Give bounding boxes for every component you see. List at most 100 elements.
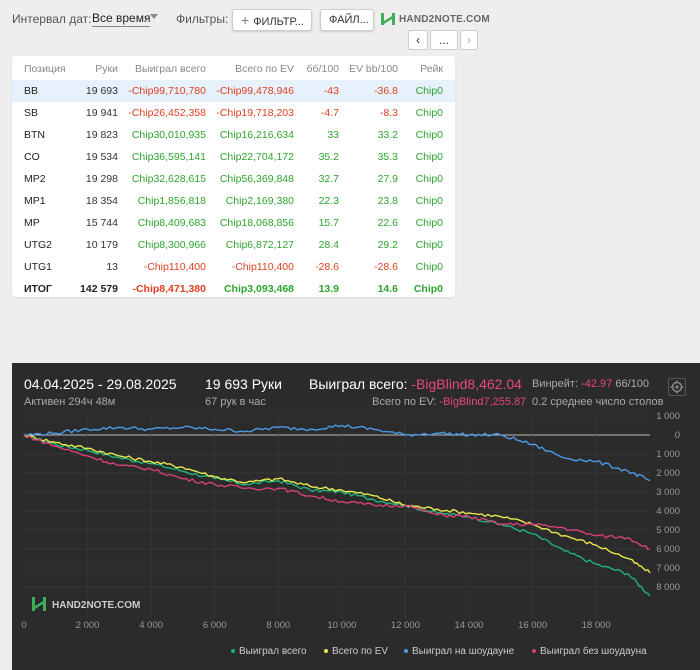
cell-position: MP1: [24, 195, 46, 207]
cell-position: MP2: [24, 173, 46, 185]
cell-rake: Chip0: [415, 239, 443, 251]
header-hands[interactable]: Руки: [95, 63, 118, 75]
table-row[interactable]: MP 15 744 Chip8,409,683 Chip18,068,856 15.7 2…: [12, 212, 455, 234]
table-row[interactable]: BTN 19 823 Chip30,010,935 Chip16,216,634 33 3…: [12, 124, 455, 146]
header-ev-bb100[interactable]: EV bb/100: [348, 63, 398, 75]
cell-bb100: 28.4: [318, 239, 339, 251]
nav-next-button[interactable]: ›: [460, 30, 478, 50]
graph-winrate: Винрейт: -42.97 66/100: [532, 378, 649, 390]
graph-winrate-value: -42.97: [581, 378, 613, 390]
cell-won: -Chip110,400: [143, 261, 206, 273]
legend-label: Всего по EV: [332, 646, 389, 657]
cell-rake: Chip0: [415, 151, 443, 163]
header-ev[interactable]: Всего по EV: [235, 63, 294, 75]
graph-active-time: Активен 294ч 48м: [24, 396, 116, 408]
cell-hands: 19 298: [85, 173, 118, 185]
results-graph-panel: 04.04.2025 - 29.08.2025 Активен 294ч 48м…: [12, 363, 700, 670]
file-button[interactable]: ФАЙЛ...: [320, 9, 374, 31]
legend-item-non-showdown[interactable]: Выиграл без шоудауна: [532, 646, 647, 657]
cell-rake: Chip0: [413, 283, 443, 295]
chevron-down-icon[interactable]: [150, 14, 158, 19]
date-interval-select[interactable]: Все время: [92, 11, 151, 27]
cell-rake: Chip0: [415, 85, 443, 97]
x-tick-label: 18 000: [582, 620, 611, 631]
cell-ev: Chip3,093,468: [223, 283, 294, 295]
cell-bb100: -43: [323, 85, 339, 97]
cell-bb100: 32.7: [318, 173, 339, 185]
header-bb100[interactable]: бб/100: [306, 63, 339, 75]
hand2note-logo-icon: [35, 601, 43, 609]
cell-ev-bb100: 35.3: [377, 151, 398, 163]
legend-label: Выиграл всего: [239, 646, 307, 657]
toolbar: Интервал дат: Все время Фильтры: + ФИЛЬТР…: [0, 0, 700, 56]
legend-label: Выиграл на шоудауне: [412, 646, 515, 657]
cell-rake: Chip0: [415, 217, 443, 229]
cell-ev-bb100: 33.2: [377, 129, 398, 141]
nav-prev-button[interactable]: ‹: [408, 30, 428, 50]
hand2note-watermark: HAND2NOTE.COM: [32, 597, 140, 611]
cell-hands: 19 534: [85, 151, 118, 163]
series-line: [23, 434, 651, 551]
cell-won: -Chip8,471,380: [132, 283, 206, 295]
cell-rake: Chip0: [415, 173, 443, 185]
cell-ev-bb100: 14.6: [377, 283, 398, 295]
x-tick-label: 4 000: [139, 620, 163, 631]
cell-ev: Chip16,216,634: [219, 129, 294, 141]
table-total-row[interactable]: ИТОГ 142 579 -Chip8,471,380 Chip3,093,468 13…: [12, 278, 455, 300]
cell-bb100: -28.6: [315, 261, 339, 273]
legend-item-showdown[interactable]: Выиграл на шоудауне: [404, 646, 514, 657]
cell-hands: 15 744: [85, 217, 118, 229]
series-line: [23, 434, 651, 574]
table-row[interactable]: MP1 18 354 Chip1,856,818 Chip2,169,380 22.3 2…: [12, 190, 455, 212]
cell-ev: Chip18,068,856: [219, 217, 294, 229]
y-tick-label: 1 000: [656, 449, 680, 460]
cell-ev-bb100: 22.6: [377, 217, 398, 229]
y-tick-label: 6 000: [656, 544, 680, 555]
table-row[interactable]: BB 19 693 -Chip99,710,780 -Chip99,478,946 -4…: [12, 80, 455, 102]
x-tick-label: 14 000: [454, 620, 483, 631]
cell-position: UTG1: [24, 261, 53, 273]
brand-name: HAND2NOTE.COM: [399, 13, 490, 25]
cell-hands: 142 579: [80, 283, 118, 295]
table-row[interactable]: UTG2 10 179 Chip8,300,966 Chip6,872,127 28.4…: [12, 234, 455, 256]
graph-date-range: 04.04.2025 - 29.08.2025: [24, 376, 177, 392]
cell-hands: 19 693: [85, 85, 118, 97]
filters-label: Фильтры:: [176, 12, 229, 26]
cell-bb100: -4.7: [320, 107, 339, 119]
cell-ev: -Chip19,718,203: [216, 107, 294, 119]
header-position[interactable]: Позиция: [24, 63, 66, 75]
cell-won: Chip8,409,683: [137, 217, 206, 229]
cell-ev: Chip56,369,848: [219, 173, 294, 185]
plus-icon: +: [241, 12, 250, 28]
legend-label: Выиграл без шоудауна: [540, 646, 647, 657]
x-tick-label: 10 000: [327, 620, 356, 631]
cell-won: -Chip99,710,780: [128, 85, 206, 97]
graph-ev-label: Всего по EV:: [372, 396, 437, 408]
graph-won-total: Выиграл всего: -BigBlind8,462.04: [309, 376, 522, 392]
cell-won: Chip36,595,141: [131, 151, 206, 163]
header-won[interactable]: Выиграл всего: [135, 63, 206, 75]
y-tick-label: 3 000: [656, 487, 680, 498]
cell-rake: Chip0: [415, 129, 443, 141]
header-rake[interactable]: Рейк: [420, 63, 443, 75]
table-row[interactable]: MP2 19 298 Chip32,628,615 Chip56,369,848 32.…: [12, 168, 455, 190]
graph-winrate-label: Винрейт:: [532, 378, 579, 390]
cell-won: Chip8,300,966: [137, 239, 206, 251]
legend-item-ev[interactable]: Всего по EV: [324, 646, 388, 657]
cell-hands: 19 941: [85, 107, 118, 119]
table-row[interactable]: UTG1 13 -Chip110,400 -Chip110,400 -28.6 -28.6…: [12, 256, 455, 278]
cell-ev: -Chip99,478,946: [216, 85, 294, 97]
nav-more-button[interactable]: ...: [430, 30, 458, 50]
hand2note-logo-icon: [43, 597, 46, 611]
x-tick-label: 2 000: [76, 620, 100, 631]
gear-icon[interactable]: [668, 378, 686, 396]
filter-button[interactable]: + ФИЛЬТР...: [232, 9, 312, 31]
hand2note-logo-icon: [32, 597, 35, 611]
cell-position: BB: [24, 85, 39, 97]
legend-item-won[interactable]: Выиграл всего: [231, 646, 307, 657]
cell-won: Chip32,628,615: [131, 173, 206, 185]
x-tick-label: 6 000: [203, 620, 227, 631]
table-row[interactable]: SB 19 941 -Chip26,452,358 -Chip19,718,203 -4…: [12, 102, 455, 124]
table-row[interactable]: CO 19 534 Chip36,595,141 Chip22,704,172 35.2…: [12, 146, 455, 168]
y-tick-label: 4 000: [656, 506, 680, 517]
